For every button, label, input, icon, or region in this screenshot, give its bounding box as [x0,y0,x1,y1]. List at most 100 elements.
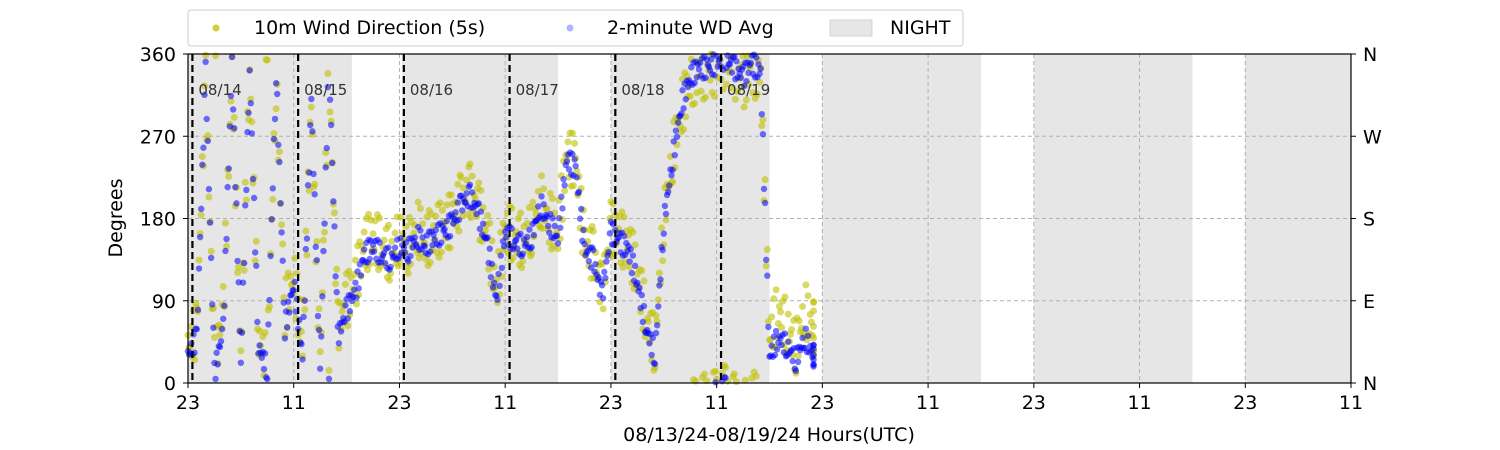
data-point [438,239,445,246]
data-point [655,269,663,277]
data-point [300,313,307,321]
data-point [651,360,659,368]
data-point [321,220,328,227]
data-point [563,158,571,165]
data-point [640,277,648,285]
data-point [768,342,775,349]
data-point [432,226,439,234]
data-point [657,276,664,283]
data-point [252,237,260,245]
data-point [216,343,224,351]
x-tick-label: 11 [1127,392,1151,414]
data-point [716,55,724,63]
data-point [764,272,771,279]
data-point [286,309,293,316]
data-point [204,132,212,140]
data-point [278,229,285,236]
data-point [221,219,229,227]
data-point [498,264,506,272]
data-point [275,141,282,149]
data-point [249,175,257,183]
y-tick-label: 90 [152,291,176,313]
y-right-tick-label: S [1363,209,1375,231]
data-point [760,185,768,193]
data-point [712,367,720,375]
data-point [529,198,537,206]
data-point [646,340,653,347]
y-right-tick-label: N [1363,373,1377,395]
data-point [723,80,731,88]
data-point [765,323,772,331]
data-point [626,258,633,265]
data-point [571,156,578,163]
data-point [319,293,326,300]
data-point [561,182,568,189]
data-point [205,193,213,201]
data-point [674,119,682,126]
data-point [658,224,666,232]
data-point [369,230,377,238]
data-point [810,334,818,342]
data-point [376,214,384,222]
x-tick-label: 23 [810,392,834,414]
legend: 10m Wind Direction (5s) 2-minute WD Avg … [187,9,964,47]
data-point [666,182,673,189]
data-point [509,254,517,262]
data-point [197,211,205,219]
data-point [246,67,253,74]
data-point [237,359,245,366]
data-point [397,235,404,242]
data-point [322,164,329,171]
data-point [606,230,614,237]
data-point [759,116,767,124]
data-point [221,302,228,309]
data-point [384,221,392,229]
data-point [475,200,482,207]
data-point [467,214,475,222]
data-point [602,274,609,282]
data-point [318,333,325,340]
data-point [325,366,333,374]
data-point [260,365,268,373]
data-point [227,92,235,100]
data-point [261,329,269,337]
data-point [549,214,556,222]
data-point [662,210,670,218]
data-point [324,83,332,91]
data-point [659,246,666,254]
data-point [299,356,306,363]
data-point [524,233,531,241]
data-point [201,91,208,99]
x-tick-label: 23 [176,392,200,414]
legend-patch-night [829,19,873,37]
y-axis-right-ticks: N E S W N [1351,44,1382,395]
data-point [678,110,685,117]
data-point [407,252,414,260]
x-tick-label: 23 [1022,392,1046,414]
data-point [568,129,576,137]
data-point [344,315,351,322]
x-tick-label: 23 [1233,392,1257,414]
data-point [707,56,715,63]
data-point [241,178,249,186]
x-axis-ticks: 23 11 23 11 23 11 23 11 23 11 23 11 [176,383,1363,414]
data-point [603,258,610,265]
data-point [302,227,310,235]
data-point [680,105,687,112]
data-point [332,273,339,280]
data-point [762,256,770,264]
data-point [486,219,494,227]
data-point [496,282,503,290]
data-point [605,248,612,256]
data-point [447,191,455,199]
data-point [446,233,454,240]
data-point [475,179,483,187]
data-point [662,216,670,224]
data-point [365,210,373,218]
data-point [281,335,289,342]
data-point [414,198,422,206]
legend-label-wind-direction: 10m Wind Direction (5s) [254,17,485,39]
data-point [279,240,287,248]
data-point [223,235,230,243]
day-marker-label: 08/15 [304,81,347,99]
